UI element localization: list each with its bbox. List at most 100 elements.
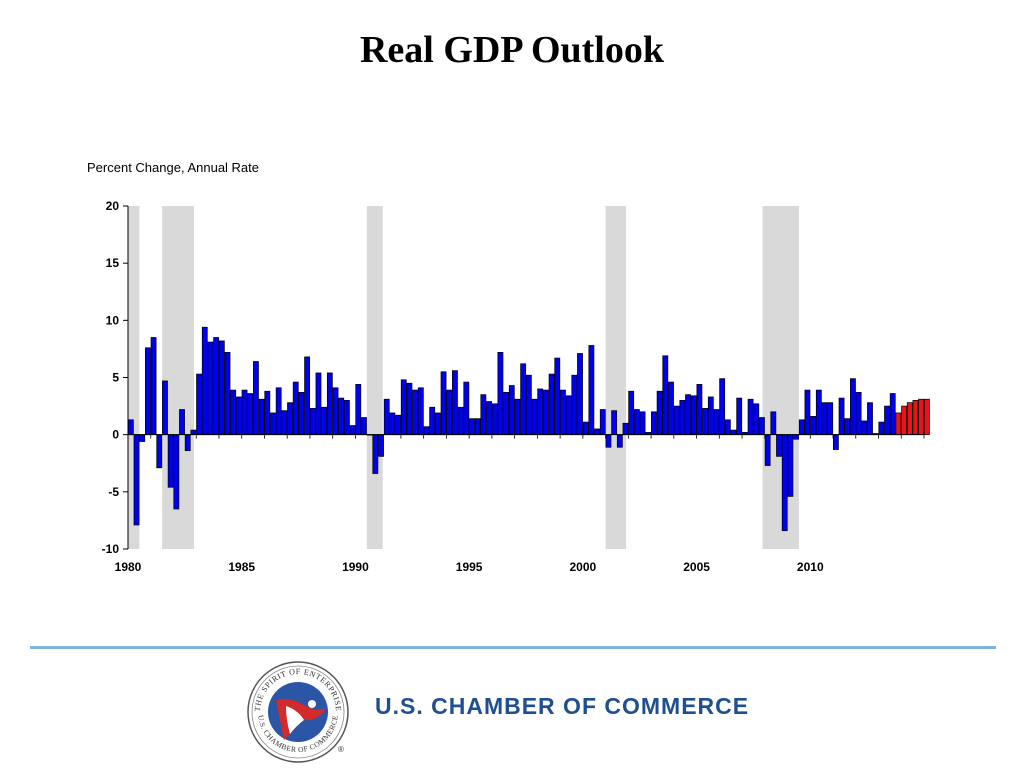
gdp-bar <box>702 408 708 436</box>
forecast-bar <box>901 405 907 436</box>
gdp-bar <box>690 395 697 436</box>
chamber-seal-logo: THE SPIRIT OF ENTERPRISE U.S. CHAMBER OF… <box>247 661 349 763</box>
gdp-bar <box>730 429 737 436</box>
gdp-bar <box>474 418 481 436</box>
gdp-bar <box>395 414 401 436</box>
gdp-bar <box>611 410 618 436</box>
gdp-bar <box>457 406 464 436</box>
gdp-bar <box>832 434 839 450</box>
gdp-bar <box>804 389 811 436</box>
gdp-bar <box>588 345 595 436</box>
gdp-bar <box>372 434 379 474</box>
gdp-bar <box>497 351 504 436</box>
x-tick-label: 1980 <box>115 560 142 574</box>
gdp-bar <box>844 418 851 436</box>
gdp-bar <box>344 400 350 436</box>
gdp-bar <box>196 373 202 436</box>
gdp-bar <box>628 390 635 436</box>
forecast-bar <box>918 398 925 436</box>
gdp-bar <box>213 337 220 436</box>
recession-band-3 <box>366 206 383 549</box>
gdp-bar <box>622 422 629 436</box>
gdp-bar <box>304 356 310 436</box>
gdp-bar <box>633 409 640 436</box>
recession-band-5 <box>762 206 799 549</box>
gdp-bar <box>759 417 765 436</box>
gdp-bar <box>724 419 731 436</box>
gdp-bar <box>776 434 782 457</box>
gdp-bar <box>139 434 146 442</box>
gdp-bar <box>884 405 890 436</box>
gdp-bar <box>383 398 390 436</box>
gdp-bar <box>685 394 691 436</box>
gdp-bar <box>332 387 339 436</box>
gdp-bar <box>753 403 760 436</box>
gdp-bar <box>423 426 430 436</box>
gdp-bar <box>719 378 726 436</box>
gdp-bar <box>378 434 384 457</box>
forecast-bar <box>923 398 930 436</box>
gdp-bar <box>156 434 163 469</box>
gdp-bar <box>571 374 578 436</box>
gdp-bar <box>878 421 885 436</box>
gdp-bar <box>429 406 436 436</box>
forecast-bar <box>906 402 913 436</box>
gdp-bar <box>230 389 237 436</box>
gdp-bar <box>707 396 714 436</box>
recession-band-4 <box>605 206 627 549</box>
y-tick-label: -5 <box>108 485 119 499</box>
recession-band-1 <box>128 206 140 549</box>
gdp-bar <box>673 405 680 436</box>
gdp-bar <box>827 402 834 436</box>
gdp-bar <box>616 434 623 448</box>
x-tick-label: 1985 <box>228 560 255 574</box>
y-tick-label: 5 <box>112 371 119 385</box>
gdp-bar <box>287 402 293 436</box>
x-tick-label: 2010 <box>797 560 824 574</box>
gdp-bar <box>656 390 663 436</box>
y-tick-label: 20 <box>106 199 120 213</box>
gdp-bar <box>651 411 657 436</box>
chart-axes: -10 -5 0 5 10 15 20 1980 1985 1990 1995 2000 2005 201… <box>102 199 925 574</box>
gdp-bar <box>821 402 828 436</box>
x-tick-label: 2005 <box>683 560 710 574</box>
gdp-bar <box>662 355 669 436</box>
gdp-bar <box>264 390 271 436</box>
gdp-bar <box>253 361 259 436</box>
gdp-bar <box>855 392 862 436</box>
gdp-bar <box>412 389 419 436</box>
gdp-bar <box>434 412 441 436</box>
gdp-bar <box>321 406 328 436</box>
gdp-bar <box>127 419 134 436</box>
gdp-bar <box>150 337 157 436</box>
gdp-bar <box>639 411 646 436</box>
gdp-bar <box>764 434 771 466</box>
gdp-bar <box>810 416 817 436</box>
gdp-bar <box>463 381 470 436</box>
gdp-bar <box>531 398 538 436</box>
gdp-bar <box>190 429 197 436</box>
registered-mark: ® <box>338 745 344 754</box>
gdp-bar <box>679 400 686 436</box>
gdp-bar <box>440 371 447 436</box>
gdp-bar <box>480 394 487 436</box>
y-tick-label: 0 <box>112 428 119 442</box>
gdp-bar <box>315 372 322 436</box>
gdp-bar <box>668 381 674 436</box>
gdp-bar <box>798 419 805 436</box>
gdp-bar <box>582 421 589 436</box>
gdp-bar <box>793 434 799 440</box>
gdp-bar <box>543 389 549 436</box>
gdp-bar <box>349 425 356 436</box>
gdp-bar <box>554 357 561 436</box>
x-tick-label: 1990 <box>342 560 369 574</box>
gdp-bar <box>781 434 788 532</box>
gdp-bar <box>577 353 583 436</box>
gdp-bar <box>275 387 282 436</box>
gdp-bar <box>605 434 612 448</box>
gdp-bar <box>861 420 868 436</box>
gdp-bar <box>736 397 743 436</box>
gdp-bar <box>565 395 572 436</box>
gdp-bar <box>815 389 822 436</box>
gdp-bar <box>281 410 288 436</box>
